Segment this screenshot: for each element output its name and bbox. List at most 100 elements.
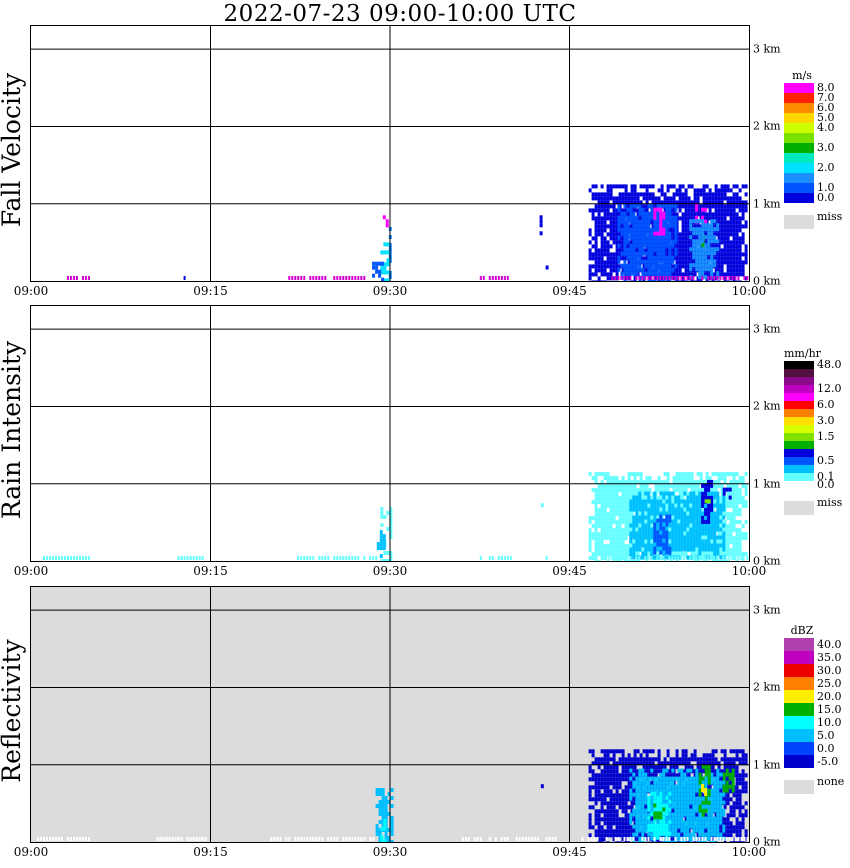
echo-cell <box>683 784 687 789</box>
echo-cell <box>683 535 687 540</box>
echo-cell <box>603 785 607 790</box>
echo-cell <box>720 236 724 241</box>
echo-cell <box>650 776 654 781</box>
echo-cell <box>659 219 663 224</box>
echo-cell <box>720 216 724 221</box>
echo-cell <box>687 480 691 485</box>
echo-cell <box>621 765 625 770</box>
surface-mark <box>345 556 348 560</box>
echo-cell <box>717 264 721 269</box>
echo-cell <box>689 808 693 813</box>
echo-cell <box>656 207 660 212</box>
echo-cell <box>612 196 616 201</box>
surface-mark <box>698 556 701 560</box>
echo-cell <box>594 508 598 513</box>
echo-cell <box>612 488 616 493</box>
legend-label: 48.0 <box>817 358 842 371</box>
echo-cell <box>603 252 607 257</box>
echo-cell <box>735 540 739 545</box>
echo-cell <box>665 271 669 276</box>
echo-cell <box>681 228 685 233</box>
echo-cell <box>651 480 655 485</box>
echo-cell <box>677 503 681 508</box>
echo-cell <box>612 228 616 233</box>
echo-cell <box>603 272 607 277</box>
echo-cell <box>600 841 604 842</box>
echo-cell <box>615 520 619 525</box>
echo-cell <box>620 263 624 268</box>
echo-cell <box>600 540 604 545</box>
echo-cell <box>675 188 679 193</box>
echo-cell <box>615 248 619 253</box>
echo-cell <box>717 268 721 273</box>
echo-cell <box>635 203 639 208</box>
echo-cell <box>609 496 613 501</box>
echo-cell <box>653 247 657 252</box>
echo-cell <box>680 796 684 801</box>
echo-cell <box>689 816 693 821</box>
echo-cell <box>692 543 696 548</box>
echo-cell <box>642 184 646 189</box>
legend-miss-swatch <box>784 215 814 229</box>
surface-mark <box>629 556 632 560</box>
echo-cell <box>639 216 643 221</box>
echo-cell <box>666 280 670 281</box>
echo-cell <box>648 476 652 481</box>
echo-cell <box>615 208 619 213</box>
echo-cell <box>720 208 724 213</box>
echo-cell <box>726 204 730 209</box>
echo-cell <box>716 812 720 817</box>
echo-cell <box>654 204 658 209</box>
echo-cell <box>382 542 386 547</box>
echo-cell <box>606 200 610 205</box>
echo-cell <box>732 196 736 201</box>
echo-cell <box>636 200 640 205</box>
echo-cell <box>624 556 628 561</box>
echo-cell <box>681 504 685 509</box>
echo-cell <box>612 520 616 525</box>
echo-cell <box>659 499 663 504</box>
echo-cell <box>696 492 700 497</box>
echo-cell <box>729 540 733 545</box>
echo-cell <box>668 255 672 260</box>
echo-cell <box>647 511 651 516</box>
echo-cell <box>630 757 634 762</box>
echo-cell <box>609 817 613 822</box>
echo-cell <box>389 519 393 523</box>
echo-cell <box>726 813 730 818</box>
echo-cell <box>650 239 654 244</box>
echo-cell <box>594 560 598 561</box>
echo-cell <box>644 527 648 532</box>
legend-label: 7.0 <box>817 91 835 104</box>
echo-cell <box>719 507 723 512</box>
echo-cell <box>728 495 732 500</box>
echo-cell <box>621 548 625 553</box>
echo-cell <box>627 516 631 521</box>
echo-cell <box>638 211 642 216</box>
echo-cell <box>597 488 601 493</box>
echo-cell <box>710 820 714 825</box>
echo-cell <box>707 223 711 228</box>
surface-mark <box>497 556 500 560</box>
echo-cell <box>678 232 682 237</box>
echo-cell <box>630 781 634 786</box>
echo-cell <box>606 769 610 774</box>
echo-cell <box>639 833 643 838</box>
echo-cell <box>653 788 657 793</box>
echo-cell <box>677 824 681 829</box>
echo-cell <box>683 824 687 829</box>
echo-cell <box>609 500 613 505</box>
surface-mark <box>617 276 620 280</box>
echo-cell <box>672 184 676 189</box>
echo-cell <box>722 523 726 528</box>
echo-cell <box>659 207 663 212</box>
reflectivity-plot <box>30 586 750 843</box>
echo-cell <box>684 272 688 277</box>
echo-cell <box>612 793 616 798</box>
echo-cell <box>726 280 730 281</box>
echo-cell <box>600 817 604 822</box>
echo-cell <box>666 749 670 754</box>
echo-cell <box>380 270 384 275</box>
echo-cell <box>696 560 700 561</box>
echo-cell <box>711 196 715 201</box>
